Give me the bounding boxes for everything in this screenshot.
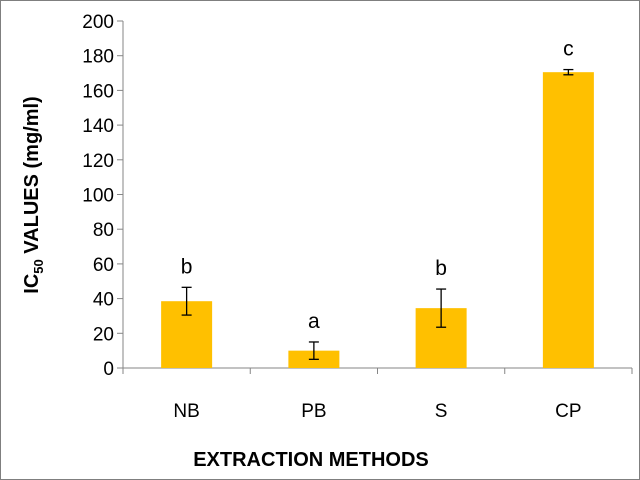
y-tick-label: 100	[82, 186, 114, 207]
x-tick-label: CP	[555, 401, 581, 422]
y-tick-label: 120	[82, 151, 114, 172]
y-tick-label: 200	[82, 12, 114, 33]
x-axis-title: EXTRACTION METHODS	[193, 449, 429, 471]
x-tick-label: NB	[173, 401, 199, 422]
y-tick-label: 0	[103, 359, 114, 380]
significance-label-pb: a	[308, 310, 320, 333]
error-bars	[181, 68, 574, 360]
y-axis-title-main: IC	[21, 274, 43, 294]
y-tick-label: 60	[93, 255, 114, 276]
y-tick-label: 40	[93, 290, 114, 311]
y-axis-title-rest: VALUES (mg/ml)	[21, 96, 43, 259]
x-axis: NB PB S CP	[122, 367, 633, 422]
y-axis-title-subscript: 50	[31, 259, 46, 273]
x-tick-label: S	[435, 401, 448, 422]
x-tick-label: PB	[301, 401, 326, 422]
y-tick-label: 20	[93, 324, 114, 345]
significance-label-cp: c	[563, 38, 574, 61]
y-tick-label: 80	[93, 220, 114, 241]
significance-labels: b a b c	[181, 38, 574, 333]
y-axis: 0 20 40 60 80 100 120 140 160 180 200	[82, 12, 124, 380]
y-axis-title: IC50 VALUES (mg/ml)	[21, 96, 46, 293]
bar-cp	[542, 72, 594, 369]
significance-label-s: b	[435, 257, 447, 280]
bars	[161, 72, 594, 369]
y-tick-label: 140	[82, 116, 114, 137]
significance-label-nb: b	[181, 255, 193, 278]
y-tick-label: 160	[82, 81, 114, 102]
y-tick-label: 180	[82, 47, 114, 68]
